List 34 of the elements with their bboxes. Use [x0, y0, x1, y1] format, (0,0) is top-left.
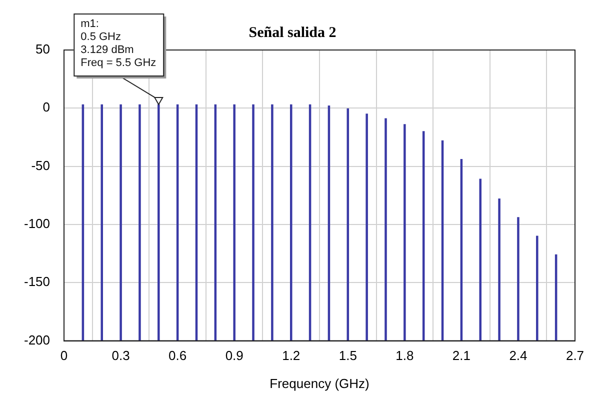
bar [366, 114, 368, 341]
bar [384, 118, 387, 341]
bar [498, 198, 500, 341]
y-tick-label: -200 [24, 332, 50, 348]
bar [404, 124, 406, 341]
bar [479, 178, 482, 341]
bar [252, 104, 254, 341]
annotation: m1: 0.5 GHz 3.129 dBm Freq = 5.5 GHz [80, 18, 156, 70]
x-tick-label: 2.4 [509, 348, 528, 364]
bar [233, 104, 236, 341]
x-tick-label: 0.9 [225, 348, 244, 364]
bar [290, 104, 292, 341]
y-tick-label: 50 [36, 42, 50, 57]
bar [517, 217, 520, 341]
x-axis-title: Frequency (GHz) [270, 376, 370, 391]
y-tick-label: -150 [24, 274, 50, 290]
x-tick-label: 2.1 [452, 348, 470, 364]
bar [271, 104, 274, 341]
x-tick-label: 0.3 [112, 348, 130, 364]
x-tick-label: 0.6 [168, 348, 187, 364]
bar [536, 236, 538, 341]
x-tick-label: 1.5 [338, 348, 357, 364]
chart-title: Señal salida 2 [248, 24, 336, 41]
bar [100, 104, 103, 341]
bar [120, 104, 122, 341]
x-tick-label: 2.7 [566, 348, 584, 364]
y-tick-label: -50 [31, 158, 50, 173]
bar [158, 104, 160, 341]
y-tick-label: -100 [24, 216, 50, 232]
bar [138, 104, 141, 341]
x-tick-label: 1.8 [396, 348, 414, 364]
y-tick-label: 0 [42, 100, 50, 115]
x-tick-label: 0 [60, 348, 68, 364]
x-tick-label: 1.2 [282, 348, 300, 364]
